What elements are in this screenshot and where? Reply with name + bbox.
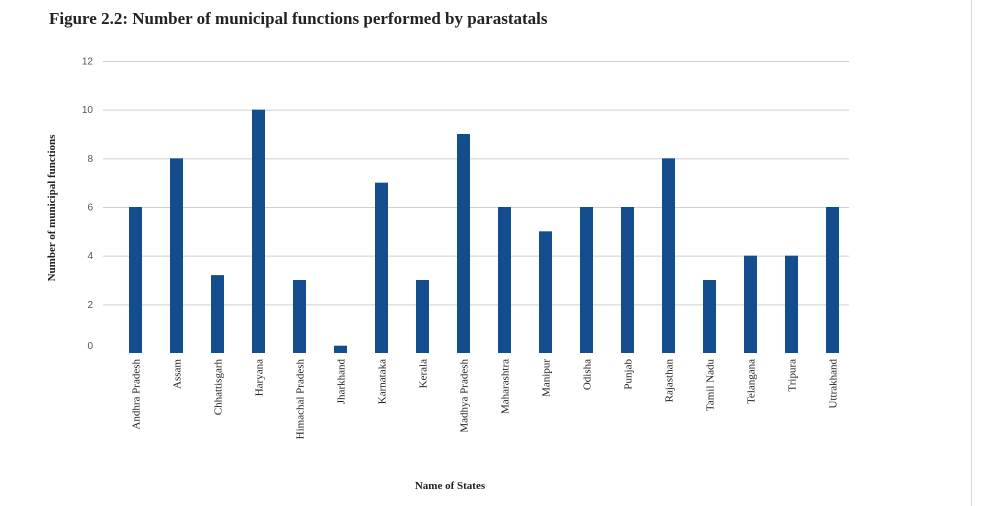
gridlines <box>103 61 849 306</box>
bar-himachal-pradesh <box>293 280 306 353</box>
x-category-label: Punjab <box>623 359 635 390</box>
x-category-label: Karnataka <box>377 359 389 404</box>
x-category-label: Jharkhand <box>336 359 348 405</box>
bar-tripura <box>785 255 798 353</box>
x-category-label: Manipur <box>541 359 553 397</box>
x-category-label: Madhya Pradesh <box>459 359 471 433</box>
y-axis-title: Number of municipal functions <box>46 134 58 282</box>
y-tick-label: 0 <box>87 341 93 352</box>
bar-madhya-pradesh <box>457 134 470 353</box>
bar-kerala <box>416 280 429 353</box>
x-category-label: Odisha <box>582 359 594 390</box>
x-axis-category-labels: Andhra Pradesh Assam Chhattisgarh Haryana Hi… <box>131 359 840 440</box>
x-category-label: Rajasthan <box>664 359 676 403</box>
bar-assam <box>170 158 183 353</box>
x-category-label: Andhra Pradesh <box>131 359 143 430</box>
bars <box>129 109 839 354</box>
bar-chhattisgarh <box>211 275 224 353</box>
x-category-label: Maharashtra <box>500 359 512 414</box>
x-category-label: Assam <box>172 359 184 389</box>
y-axis-ticks: 0 2 4 6 8 10 12 <box>82 57 94 353</box>
bar-odisha <box>580 207 593 353</box>
bar-tamil-nadu <box>703 280 716 353</box>
x-category-label: Chhattisgarh <box>213 359 225 416</box>
x-category-label: Kerala <box>418 359 430 388</box>
bar-manipur <box>539 231 552 353</box>
bar-uttrakhand <box>826 207 839 353</box>
chart-title: Figure 2.2: Number of municipal function… <box>49 9 548 28</box>
x-category-label: Himachal Pradesh <box>295 359 307 440</box>
bar-punjab <box>621 207 634 353</box>
x-category-label: Haryana <box>254 359 266 396</box>
x-category-label: Uttrakhand <box>828 359 840 409</box>
y-tick-label: 8 <box>87 154 93 165</box>
y-tick-label: 12 <box>82 57 94 68</box>
x-category-label: Tripura <box>787 359 799 392</box>
bar-karnataka <box>375 182 388 353</box>
bar-telangana <box>744 255 757 353</box>
bar-jharkhand <box>334 345 347 353</box>
x-category-label: Telangana <box>746 359 758 404</box>
y-tick-label: 4 <box>87 251 93 262</box>
y-tick-label: 6 <box>87 203 93 214</box>
bar-haryana <box>252 109 265 354</box>
panel-divider <box>971 0 972 506</box>
bar-maharashtra <box>498 207 511 353</box>
x-axis-title: Name of States <box>415 480 486 492</box>
y-tick-label: 2 <box>87 300 93 311</box>
x-category-label: Tamil Nadu <box>705 359 717 412</box>
bar-rajasthan <box>662 158 675 353</box>
bar-andhra-pradesh <box>129 207 142 353</box>
y-tick-label: 10 <box>82 105 94 116</box>
